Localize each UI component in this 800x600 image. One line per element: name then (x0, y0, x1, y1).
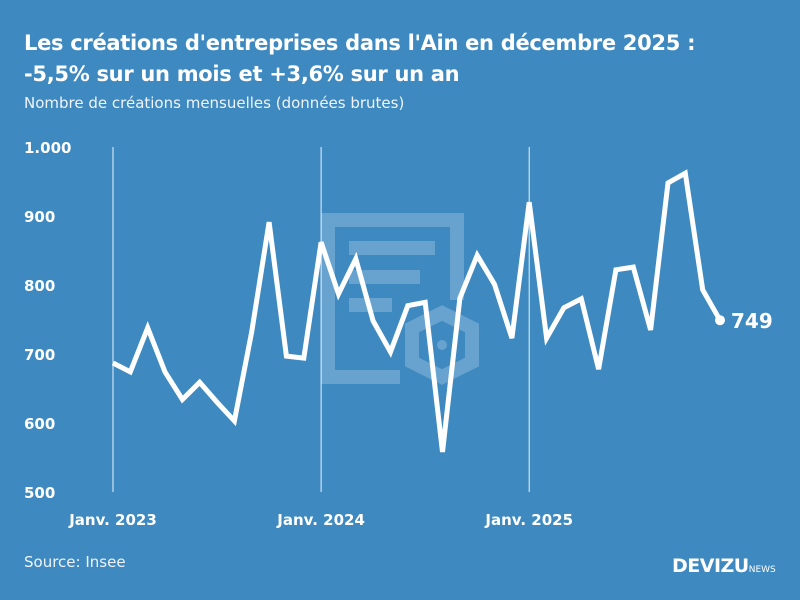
chart-subtitle: Nombre de créations mensuelles (données … (24, 94, 405, 112)
y-tick-label: 800 (24, 277, 55, 295)
y-tick-label: 900 (24, 208, 55, 226)
source-note: Source: Insee (24, 553, 126, 571)
y-tick-label: 1.000 (24, 139, 71, 157)
y-tick-label: 500 (24, 484, 55, 502)
chart-title: Les créations d'entreprises dans l'Ain e… (24, 28, 695, 90)
last-point-marker (715, 315, 725, 326)
watermark-logo (321, 213, 479, 385)
x-tick-label: Janv. 2023 (68, 511, 157, 529)
x-tick-label: Janv. 2025 (484, 511, 573, 529)
series-line (111, 169, 723, 453)
y-tick-label: 600 (24, 415, 55, 433)
brand-logo: DEVIZUNEWS (672, 555, 776, 577)
y-tick-label: 700 (24, 346, 55, 364)
x-tick-label: Janv. 2024 (276, 511, 365, 529)
last-value-label: 749 (731, 309, 773, 333)
title-line-1: Les créations d'entreprises dans l'Ain e… (24, 31, 696, 55)
title-line-2: -5,5% sur un mois et +3,6% sur un an (24, 62, 460, 86)
